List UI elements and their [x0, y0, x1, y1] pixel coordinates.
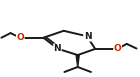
Text: O: O [16, 33, 24, 42]
Text: N: N [84, 32, 91, 41]
Text: O: O [114, 44, 122, 53]
Polygon shape [76, 55, 79, 67]
Text: N: N [54, 44, 61, 53]
